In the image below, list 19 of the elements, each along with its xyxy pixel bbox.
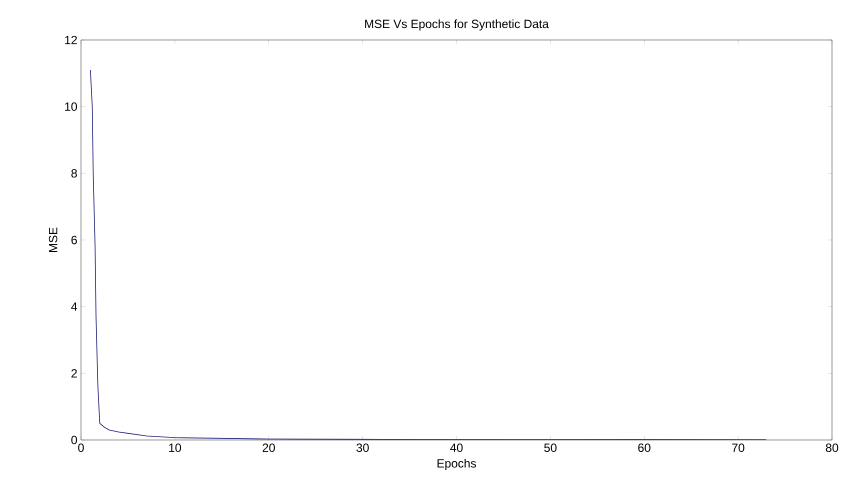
- x-tick-label: 60: [638, 444, 650, 452]
- y-tick-label: 10: [65, 102, 78, 111]
- y-tick-label: 6: [71, 236, 77, 244]
- x-tick-label: 20: [262, 444, 275, 452]
- y-axis-title: MSE: [48, 228, 58, 252]
- chart-title: MSE Vs Epochs for Synthetic Data: [365, 19, 549, 30]
- x-tick-label: 0: [78, 444, 84, 452]
- x-tick-label: 80: [826, 444, 838, 452]
- x-tick-label: 30: [356, 444, 369, 452]
- x-tick-label: 10: [169, 444, 182, 452]
- x-tick-label: 50: [544, 444, 557, 452]
- x-axis-title: Epochs: [438, 458, 476, 470]
- x-tick-label: 70: [732, 444, 744, 452]
- x-tick-label: 40: [450, 444, 463, 452]
- y-tick-label: 12: [65, 36, 77, 44]
- y-tick-label: 2: [71, 369, 77, 378]
- y-tick-label: 4: [71, 302, 78, 311]
- y-tick-label: 0: [71, 436, 78, 444]
- y-tick-label: 8: [71, 169, 77, 178]
